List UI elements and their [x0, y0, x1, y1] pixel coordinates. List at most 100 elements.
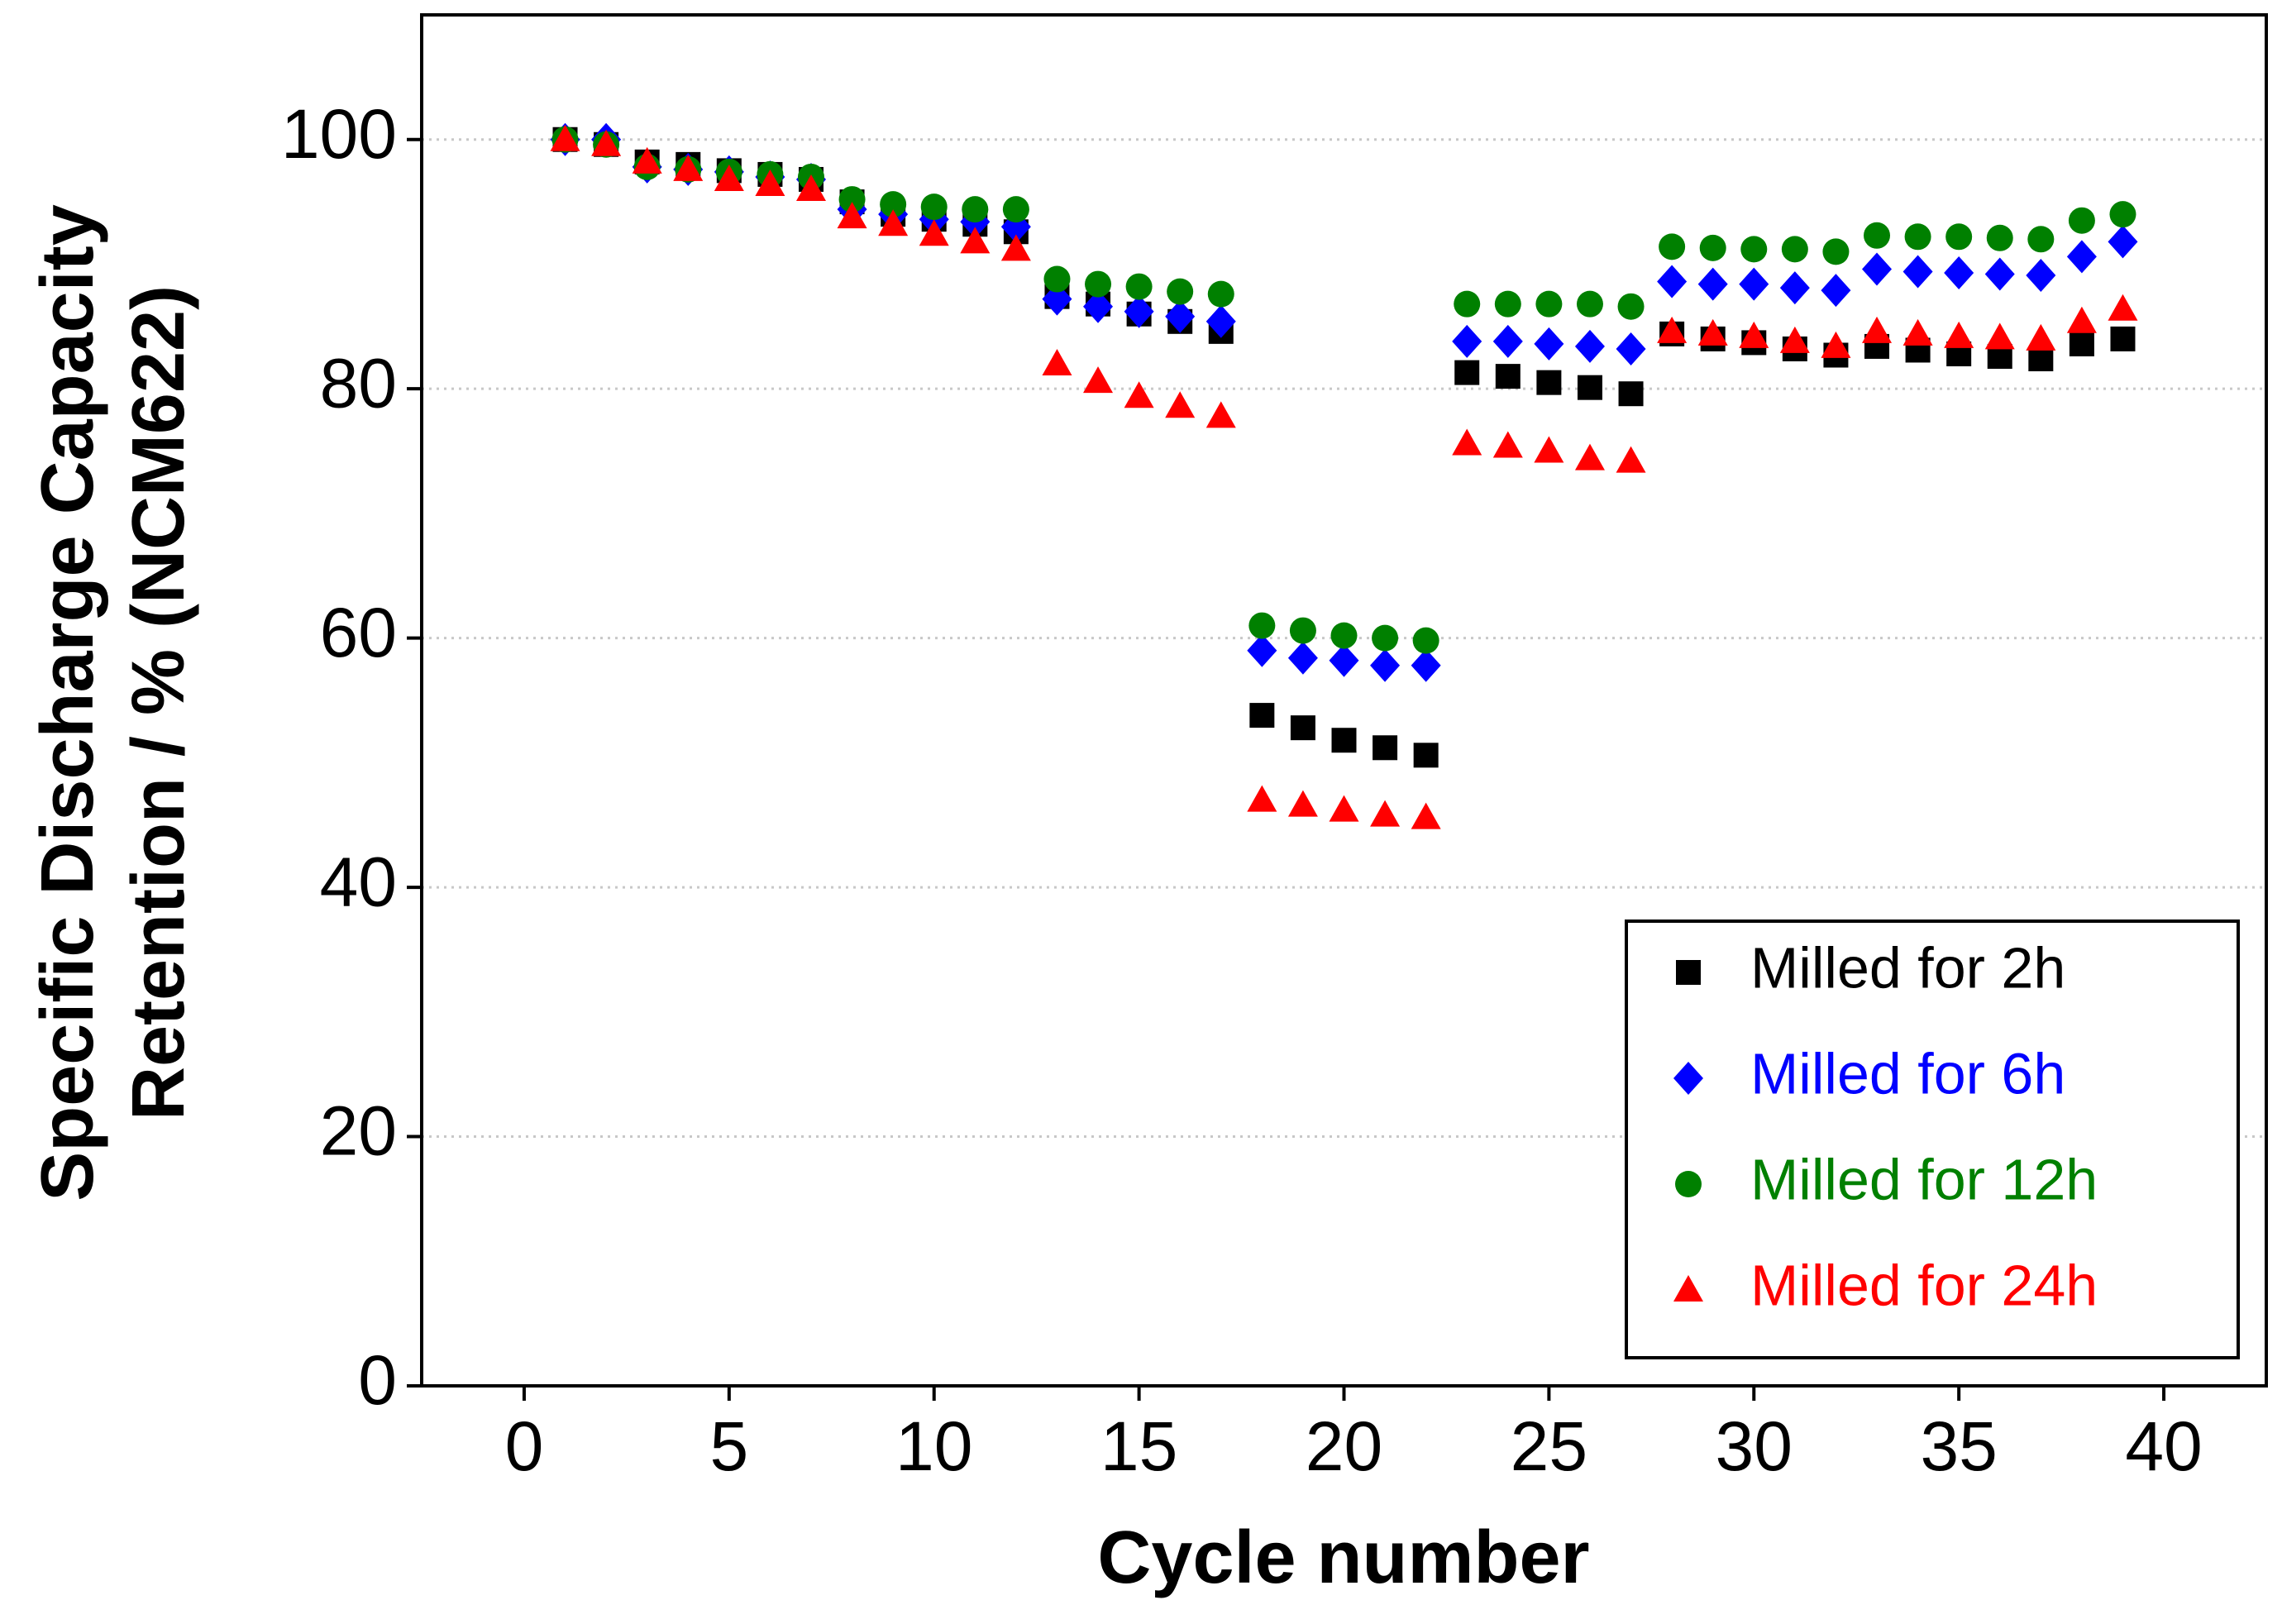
marker: [1577, 375, 1602, 400]
y-axis-title: Retention / % (NCM622): [117, 285, 200, 1120]
marker: [1002, 196, 1029, 223]
marker: [1249, 703, 1275, 728]
marker: [1167, 278, 1194, 305]
marker: [2026, 259, 2056, 293]
marker: [1287, 641, 1318, 675]
marker: [1576, 290, 1603, 318]
marker: [2068, 207, 2095, 234]
marker: [1699, 234, 1726, 261]
x-tick-label: 15: [1100, 1407, 1177, 1485]
marker: [1618, 381, 1644, 407]
legend-label: Milled for 24h: [1750, 1253, 2098, 1317]
marker: [1616, 446, 1646, 473]
marker: [962, 196, 989, 223]
plot-frame: [420, 13, 2268, 1388]
marker: [1862, 252, 1893, 286]
marker: [1287, 790, 1318, 817]
y-tick-label: 60: [320, 594, 397, 671]
legend-label: Milled for 6h: [1750, 1041, 2065, 1106]
marker: [1124, 381, 1154, 408]
marker: [1574, 329, 1605, 363]
marker: [1945, 223, 1973, 251]
marker: [550, 124, 580, 151]
marker: [1574, 443, 1605, 470]
marker: [1616, 332, 1646, 365]
legend-marker: [1673, 1062, 1703, 1095]
marker: [1372, 624, 1399, 652]
legend-marker: [1676, 960, 1701, 985]
legend-marker: [1675, 1171, 1702, 1197]
marker: [632, 146, 662, 174]
marker: [880, 191, 907, 218]
marker: [1944, 321, 1974, 348]
marker: [1373, 735, 1398, 761]
marker: [1247, 785, 1277, 812]
marker: [1536, 370, 1562, 395]
marker: [1165, 391, 1196, 418]
marker: [1205, 401, 1236, 428]
marker: [1085, 270, 1112, 298]
marker: [837, 202, 867, 229]
marker: [1740, 236, 1768, 263]
marker: [838, 186, 866, 213]
marker: [1864, 222, 1891, 249]
marker: [1659, 233, 1686, 260]
marker: [795, 174, 826, 202]
marker: [1492, 324, 1523, 358]
marker: [1331, 728, 1357, 753]
x-tick-label: 25: [1511, 1407, 1587, 1485]
marker: [1042, 349, 1072, 376]
marker: [1413, 743, 1439, 768]
legend-label: Milled for 2h: [1750, 935, 2065, 1000]
marker: [1821, 274, 1851, 308]
marker: [1452, 428, 1482, 456]
marker: [1000, 234, 1031, 261]
marker: [1902, 318, 1933, 346]
y-tick-label: 80: [320, 344, 397, 422]
y-axis-title: Specific Discharge Capacity: [26, 204, 109, 1201]
marker: [714, 164, 744, 191]
marker: [2066, 240, 2097, 274]
marker: [1083, 366, 1114, 394]
marker: [1984, 322, 2015, 350]
marker: [1454, 290, 1481, 318]
marker: [1739, 321, 1769, 348]
marker: [1697, 267, 1728, 301]
marker: [591, 129, 622, 156]
marker: [2110, 326, 2136, 351]
marker: [1534, 436, 1564, 463]
x-tick-label: 30: [1716, 1407, 1793, 1485]
marker: [2069, 331, 2094, 356]
marker: [1043, 265, 1071, 293]
marker: [1904, 223, 1931, 251]
marker: [1248, 612, 1276, 639]
marker: [1452, 324, 1482, 358]
marker: [2109, 201, 2136, 228]
marker: [755, 169, 785, 196]
marker: [1289, 617, 1316, 644]
marker: [1411, 648, 1441, 682]
marker: [1042, 282, 1072, 316]
legend-box: [1625, 919, 2240, 1359]
marker: [1944, 256, 1974, 290]
y-tick-label: 0: [358, 1341, 397, 1419]
marker: [1411, 802, 1441, 829]
marker: [1781, 236, 1808, 263]
marker: [1657, 265, 1688, 299]
marker: [2108, 225, 2138, 259]
marker: [1617, 293, 1645, 320]
marker: [1535, 290, 1563, 318]
marker: [1739, 267, 1769, 301]
marker: [1495, 364, 1521, 389]
marker: [1247, 633, 1277, 667]
marker: [1329, 795, 1359, 822]
marker: [1779, 271, 1810, 305]
marker: [1330, 622, 1358, 649]
marker: [1657, 316, 1688, 343]
marker: [1165, 299, 1196, 333]
marker: [2108, 294, 2138, 321]
marker: [2028, 346, 2054, 372]
marker: [1454, 360, 1480, 385]
x-tick-label: 5: [709, 1407, 748, 1485]
